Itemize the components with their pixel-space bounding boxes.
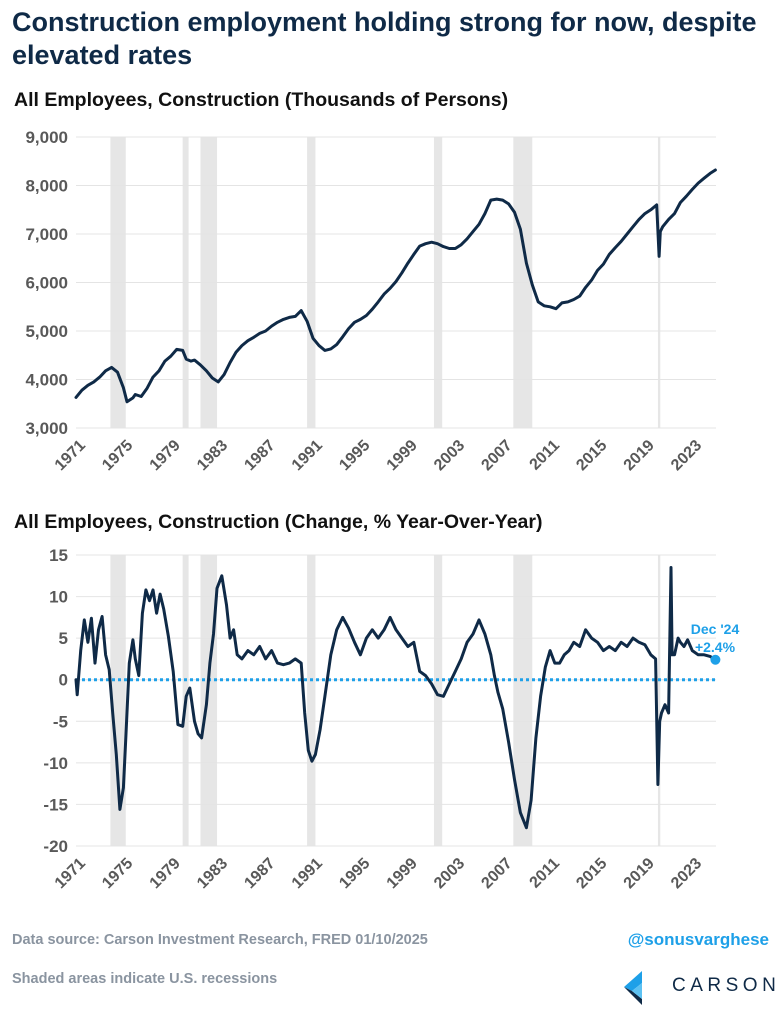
y-tick-label: 5 [59, 629, 68, 648]
dec-24-annotation-value: +2.4% [694, 639, 736, 655]
x-tick-label: 1999 [384, 855, 421, 892]
y-tick-label: 0 [59, 671, 68, 690]
chart-1-title: All Employees, Construction (Thousands o… [14, 89, 509, 111]
x-tick-label: 1971 [52, 855, 89, 892]
y-tick-label: 4,000 [25, 371, 68, 390]
recession-band [657, 555, 661, 846]
recession-band [200, 555, 218, 846]
recession-band [110, 555, 126, 846]
dec-24-annotation-label: Dec '24 [690, 621, 740, 637]
y-tick-label: 9,000 [25, 128, 68, 147]
y-tick-label: -20 [43, 837, 68, 856]
series-line [74, 566, 717, 830]
y-tick-label: 6,000 [25, 274, 68, 293]
y-tick-label: 7,000 [25, 225, 68, 244]
x-tick-label: 1975 [99, 855, 136, 892]
y-tick-label: -15 [43, 795, 68, 814]
yoy-change-chart: -20 -15 -10 -5 0 5 10 15 1971 1975 1979 1983 1987 199… [43, 546, 721, 892]
x-tick-label: 2015 [573, 855, 610, 892]
y-tick-label: -10 [43, 754, 68, 773]
carson-logo: CARSON [620, 965, 776, 1009]
twitter-handle-link[interactable]: @sonusvarghese [627, 930, 769, 949]
recession-band [513, 555, 533, 846]
y-tick-label: 10 [49, 588, 68, 607]
x-tick-label: 1987 [241, 855, 278, 892]
carson-logo-icon [624, 971, 642, 1005]
x-tick-label: 2003 [431, 855, 468, 892]
y-tick-label: 15 [49, 546, 68, 565]
x-tick-label: 1995 [336, 855, 373, 892]
y-tick-label: 5,000 [25, 322, 68, 341]
recession-band [433, 555, 443, 846]
x-tick-label: 2019 [621, 855, 658, 892]
data-source-note: Data source: Carson Investment Research,… [12, 932, 428, 948]
chart-2-title: All Employees, Construction (Change, % Y… [14, 511, 543, 533]
x-tick-label: 1991 [289, 855, 326, 892]
page-title: Construction employment holding strong f… [12, 7, 757, 70]
x-tick-label: 2023 [668, 855, 705, 892]
x-tick-label: 1979 [147, 855, 184, 892]
recession-shading-note: Shaded areas indicate U.S. recessions [12, 971, 278, 987]
recession-band [307, 555, 316, 846]
annotation-point [710, 654, 721, 665]
x-tick-label: 1983 [194, 855, 231, 892]
x-tick-label: 2011 [527, 855, 564, 892]
y-tick-label: 3,000 [25, 419, 68, 438]
x-tick-label: 2007 [478, 855, 515, 892]
y-tick-label: -5 [53, 712, 68, 731]
series-line [74, 168, 717, 404]
y-tick-label: 8,000 [25, 177, 68, 196]
carson-logo-text: CARSON [672, 975, 781, 996]
